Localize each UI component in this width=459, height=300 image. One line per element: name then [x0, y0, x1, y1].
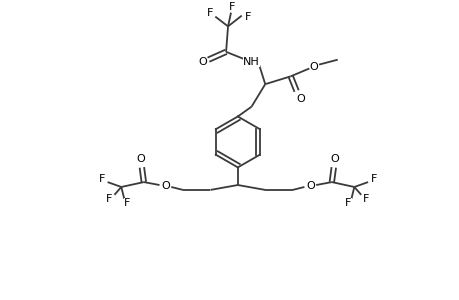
Text: F: F — [370, 174, 376, 184]
Text: O: O — [305, 181, 314, 191]
Text: F: F — [228, 2, 235, 12]
Text: O: O — [198, 57, 207, 67]
Text: F: F — [345, 198, 351, 208]
Text: O: O — [161, 181, 169, 191]
Text: O: O — [330, 154, 338, 164]
Text: F: F — [124, 198, 130, 208]
Text: F: F — [98, 174, 105, 184]
Text: O: O — [296, 94, 304, 104]
Text: F: F — [106, 194, 112, 204]
Text: O: O — [309, 61, 318, 71]
Text: O: O — [136, 154, 145, 164]
Text: F: F — [362, 194, 369, 204]
Text: F: F — [244, 12, 250, 22]
Text: NH: NH — [243, 57, 259, 67]
Text: F: F — [207, 8, 213, 18]
